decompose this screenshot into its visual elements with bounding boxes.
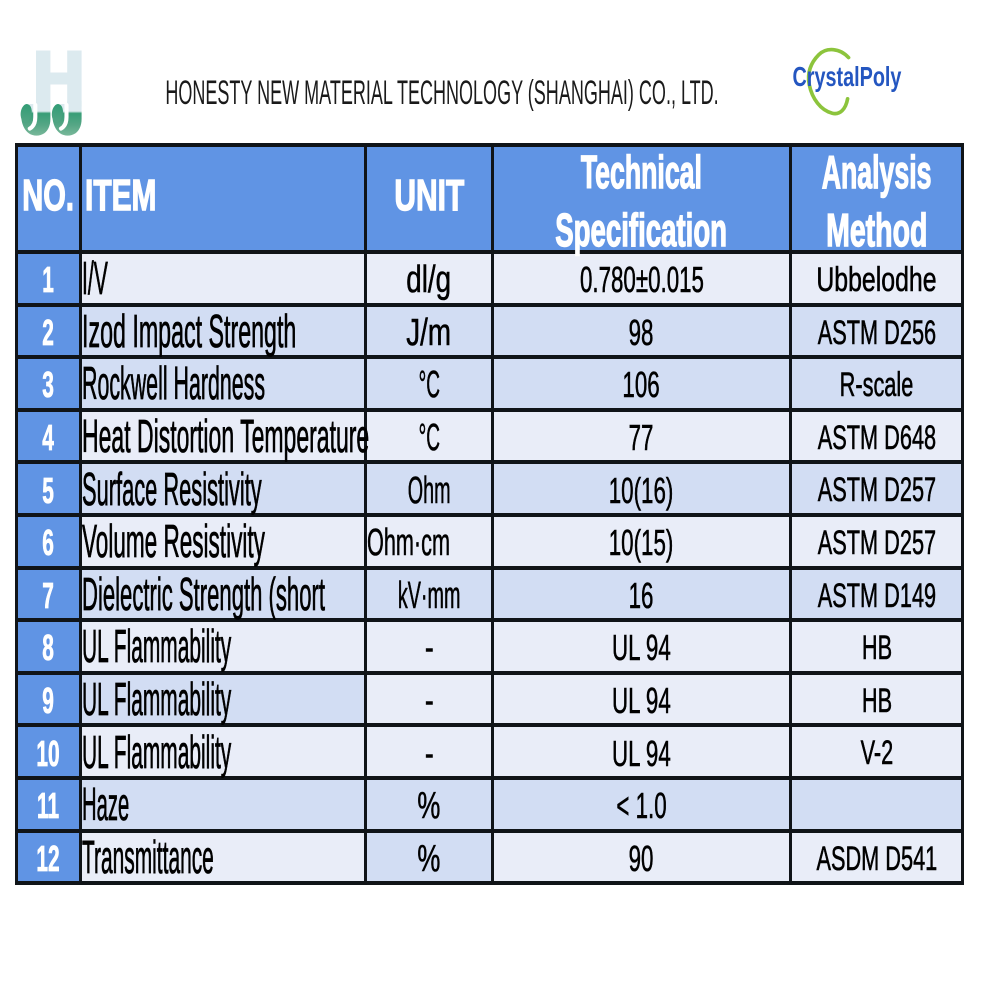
svg-text:CrystalPoly: CrystalPoly — [793, 62, 902, 93]
